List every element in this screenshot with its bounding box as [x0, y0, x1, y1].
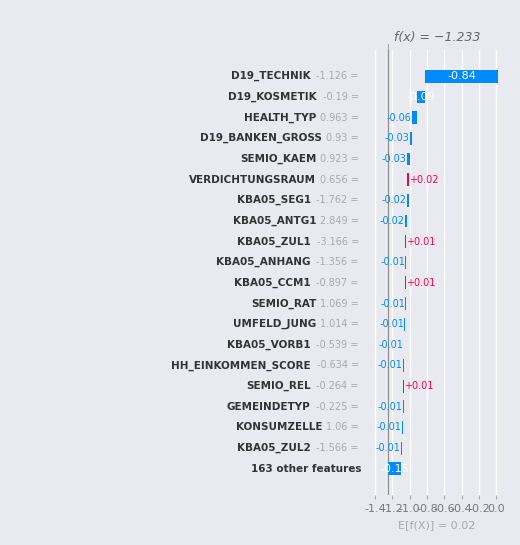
Text: 1.014 =: 1.014 =: [320, 319, 362, 329]
Text: D19_BANKEN_GROSS: D19_BANKEN_GROSS: [200, 133, 322, 143]
Text: -0.02: -0.02: [380, 216, 405, 226]
Text: VERDICHTUNGSRAUM: VERDICHTUNGSRAUM: [189, 174, 316, 185]
Text: SEMIO_KAEM: SEMIO_KAEM: [240, 154, 316, 164]
Text: UMFELD_JUNG: UMFELD_JUNG: [233, 319, 316, 329]
Text: KBA05_SEG1: KBA05_SEG1: [237, 195, 310, 205]
Text: -3.166 =: -3.166 =: [317, 237, 362, 246]
Text: 163 other features: 163 other features: [251, 464, 362, 474]
Text: -0.84: -0.84: [447, 71, 476, 81]
Text: -0.01: -0.01: [379, 319, 404, 329]
Text: -0.01: -0.01: [380, 299, 405, 308]
Text: HEALTH_TYP: HEALTH_TYP: [244, 112, 316, 123]
Bar: [418, 90, 425, 104]
X-axis label: E[f(X)] = 0.02: E[f(X)] = 0.02: [398, 520, 476, 530]
Text: +0.01: +0.01: [404, 381, 433, 391]
Text: -0.01: -0.01: [378, 402, 402, 412]
Text: -0.264 =: -0.264 =: [316, 381, 362, 391]
Bar: [412, 111, 418, 124]
Text: 0.656 =: 0.656 =: [320, 174, 362, 185]
Text: -0.897 =: -0.897 =: [316, 278, 362, 288]
Bar: [405, 297, 406, 310]
Text: -0.03: -0.03: [382, 154, 407, 164]
Bar: [402, 401, 404, 413]
Bar: [407, 173, 409, 186]
Text: 2.849 =: 2.849 =: [320, 216, 362, 226]
Text: +0.01: +0.01: [407, 278, 436, 288]
Text: SEMIO_REL: SEMIO_REL: [246, 381, 310, 391]
Bar: [405, 215, 407, 227]
Text: -1.566 =: -1.566 =: [316, 443, 362, 453]
Bar: [405, 276, 406, 289]
Bar: [402, 359, 404, 372]
Text: HH_EINKOMMEN_SCORE: HH_EINKOMMEN_SCORE: [171, 360, 310, 371]
Bar: [404, 338, 405, 351]
Bar: [410, 132, 412, 145]
Text: -0.01: -0.01: [375, 443, 400, 453]
Text: 0.923 =: 0.923 =: [320, 154, 362, 164]
Text: -0.06: -0.06: [387, 113, 412, 123]
Text: GEMEINDETYP: GEMEINDETYP: [227, 402, 310, 412]
Text: -0.15: -0.15: [380, 464, 409, 474]
Text: SEMIO_RAT: SEMIO_RAT: [251, 299, 316, 308]
Text: +0.02: +0.02: [409, 174, 438, 185]
Text: 0.93 =: 0.93 =: [326, 134, 362, 143]
Text: |: |: [386, 43, 389, 53]
Text: 1.069 =: 1.069 =: [320, 299, 362, 308]
Bar: [425, 70, 498, 83]
Text: 0.963 =: 0.963 =: [320, 113, 362, 123]
Text: KBA05_ANTG1: KBA05_ANTG1: [233, 216, 316, 226]
Bar: [405, 256, 406, 269]
Text: D19_KOSMETIK: D19_KOSMETIK: [228, 92, 316, 102]
Text: -0.01: -0.01: [376, 422, 401, 432]
Text: -0.02: -0.02: [382, 195, 407, 205]
Text: KONSUMZELLE: KONSUMZELLE: [236, 422, 322, 432]
Text: -0.539 =: -0.539 =: [316, 340, 362, 350]
Title: f(x) = −1.233: f(x) = −1.233: [394, 32, 480, 44]
Text: -1.356 =: -1.356 =: [316, 257, 362, 267]
Text: -0.01: -0.01: [380, 257, 405, 267]
Text: D19_TECHNIK: D19_TECHNIK: [231, 71, 310, 82]
Text: -0.01: -0.01: [378, 360, 402, 371]
Bar: [388, 462, 401, 475]
Text: -1.762 =: -1.762 =: [316, 195, 362, 205]
Text: -1.126 =: -1.126 =: [316, 71, 362, 81]
Text: KBA05_CCM1: KBA05_CCM1: [234, 278, 310, 288]
Text: -0.09: -0.09: [407, 92, 436, 102]
Bar: [405, 235, 406, 248]
Bar: [401, 441, 402, 455]
Text: KBA05_ZUL2: KBA05_ZUL2: [237, 443, 310, 453]
Text: -0.01: -0.01: [378, 340, 403, 350]
Text: KBA05_ANHANG: KBA05_ANHANG: [216, 257, 310, 268]
Bar: [402, 380, 404, 392]
Text: -0.634 =: -0.634 =: [317, 360, 362, 371]
Text: -0.225 =: -0.225 =: [316, 402, 362, 412]
Bar: [407, 194, 409, 207]
Text: 1.06 =: 1.06 =: [326, 422, 362, 432]
Text: KBA05_ZUL1: KBA05_ZUL1: [237, 237, 310, 247]
Text: +0.01: +0.01: [407, 237, 436, 246]
Bar: [407, 153, 410, 165]
Text: -0.19 =: -0.19 =: [322, 92, 362, 102]
Text: KBA05_VORB1: KBA05_VORB1: [227, 340, 310, 350]
Text: -0.03: -0.03: [384, 134, 409, 143]
